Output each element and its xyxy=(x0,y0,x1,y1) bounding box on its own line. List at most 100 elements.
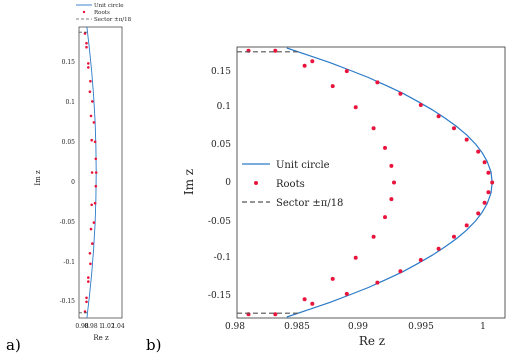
y-tick-label: 0.1 xyxy=(217,102,231,112)
root-point xyxy=(383,215,387,220)
root-point xyxy=(273,48,278,53)
root-point xyxy=(392,180,396,185)
x-tick-label: 0.98 xyxy=(75,323,89,330)
root-point xyxy=(344,69,349,74)
root-point xyxy=(375,80,380,85)
y-tick-label: -0.05 xyxy=(60,219,76,226)
y-tick-labels: 0.15 0.1 0.05 0 -0.05 -0.1 -0.15 xyxy=(208,67,231,301)
root-point xyxy=(486,170,491,175)
root-point xyxy=(490,180,495,185)
legend: Unit circle Roots Sector ±π/18 xyxy=(76,3,132,23)
root-point xyxy=(310,301,315,306)
root-point xyxy=(83,310,87,313)
root-point xyxy=(344,291,349,296)
x-tick-labels: 0.98 0.985 0.99 0.995 1 xyxy=(225,322,486,332)
y-tick-label: -0.1 xyxy=(63,259,75,266)
y-tick-label: -0.15 xyxy=(60,298,76,305)
x-tick-label: 1 xyxy=(99,323,103,330)
root-point xyxy=(89,262,92,266)
root-point xyxy=(436,246,441,251)
root-point xyxy=(302,297,307,302)
root-point xyxy=(87,62,90,65)
legend: Unit circle Roots Sector ±π/18 xyxy=(242,160,343,209)
plot-frame xyxy=(236,46,506,319)
root-point xyxy=(353,105,358,110)
root-point xyxy=(92,221,96,224)
plot-marks xyxy=(79,26,98,319)
x-tick-label: 1 xyxy=(480,322,486,332)
root-point xyxy=(89,227,93,231)
x-tick-label: 0.995 xyxy=(408,322,434,332)
y-axis-label: Im z xyxy=(34,170,42,186)
root-point xyxy=(389,163,394,168)
root-point xyxy=(89,79,92,83)
y-tick-label: 0.05 xyxy=(211,140,231,150)
root-point xyxy=(476,211,481,216)
root-point xyxy=(85,45,88,49)
root-point xyxy=(91,242,94,245)
root-point xyxy=(330,84,335,89)
root-point xyxy=(94,184,98,188)
root-point xyxy=(482,200,487,205)
root-point xyxy=(89,114,93,118)
x-axis-label: Re z xyxy=(359,334,385,348)
root-point xyxy=(85,300,88,304)
y-tick-label: 0 xyxy=(71,179,75,186)
legend-swatch-roots xyxy=(254,181,258,185)
root-point xyxy=(85,296,88,300)
root-point xyxy=(330,276,335,281)
panel-b: 0.15 0.1 0.05 0 -0.05 -0.1 -0.15 0.98 0.… xyxy=(146,46,506,354)
legend-swatch-roots xyxy=(82,10,86,14)
root-point xyxy=(482,160,487,165)
root-point xyxy=(92,121,96,124)
x-tick-label: 1.02 xyxy=(101,323,115,330)
root-point xyxy=(90,203,93,207)
root-point xyxy=(486,190,491,195)
root-point xyxy=(87,66,90,69)
legend-label-unit-circle: Unit circle xyxy=(276,160,330,171)
x-tick-label: 0.985 xyxy=(284,322,310,332)
x-tick-label: 0.99 xyxy=(348,322,368,332)
root-point xyxy=(464,137,469,142)
root-point xyxy=(87,276,90,279)
root-point xyxy=(436,114,441,119)
root-point xyxy=(273,312,278,317)
root-point xyxy=(418,258,423,262)
y-tick-label: 0.15 xyxy=(62,59,76,66)
root-point xyxy=(398,91,403,96)
root-point xyxy=(353,255,358,260)
unit-circle-line xyxy=(286,47,493,318)
y-tick-label: 0 xyxy=(225,178,231,188)
legend-label-sector: Sector ±π/18 xyxy=(276,198,343,209)
legend-label-sector: Sector ±π/18 xyxy=(94,17,132,23)
y-axis-label: Im z xyxy=(182,169,196,195)
legend-label-roots: Roots xyxy=(94,10,110,16)
root-point xyxy=(452,234,456,239)
panel-label-b: b) xyxy=(146,336,161,354)
root-point xyxy=(398,269,403,274)
root-point xyxy=(371,126,376,131)
root-point xyxy=(93,201,97,205)
y-tick-label: 0.1 xyxy=(65,99,75,106)
x-tick-label: 0.98 xyxy=(84,323,98,330)
y-tick-labels: 0.15 0.1 0.05 0 -0.05 -0.1 -0.15 xyxy=(60,59,76,305)
root-point xyxy=(88,90,92,93)
legend-label-unit-circle: Unit circle xyxy=(94,3,123,9)
y-tick-label: -0.1 xyxy=(214,253,231,263)
x-tick-labels: 0.98 0.98 1 1.02 1.04 xyxy=(75,323,125,330)
y-tick-label: -0.15 xyxy=(208,291,231,301)
y-tick-label: 0.15 xyxy=(211,67,231,77)
root-point xyxy=(375,280,380,285)
plot-frame xyxy=(78,26,123,319)
root-point xyxy=(464,223,469,228)
root-point xyxy=(476,149,481,154)
root-point xyxy=(383,145,387,150)
root-point xyxy=(91,100,94,103)
legend-label-roots: Roots xyxy=(276,179,305,190)
root-point xyxy=(90,171,94,174)
root-point xyxy=(452,126,456,131)
root-point xyxy=(93,140,97,144)
plot-marks xyxy=(237,47,495,318)
root-point xyxy=(94,171,98,174)
